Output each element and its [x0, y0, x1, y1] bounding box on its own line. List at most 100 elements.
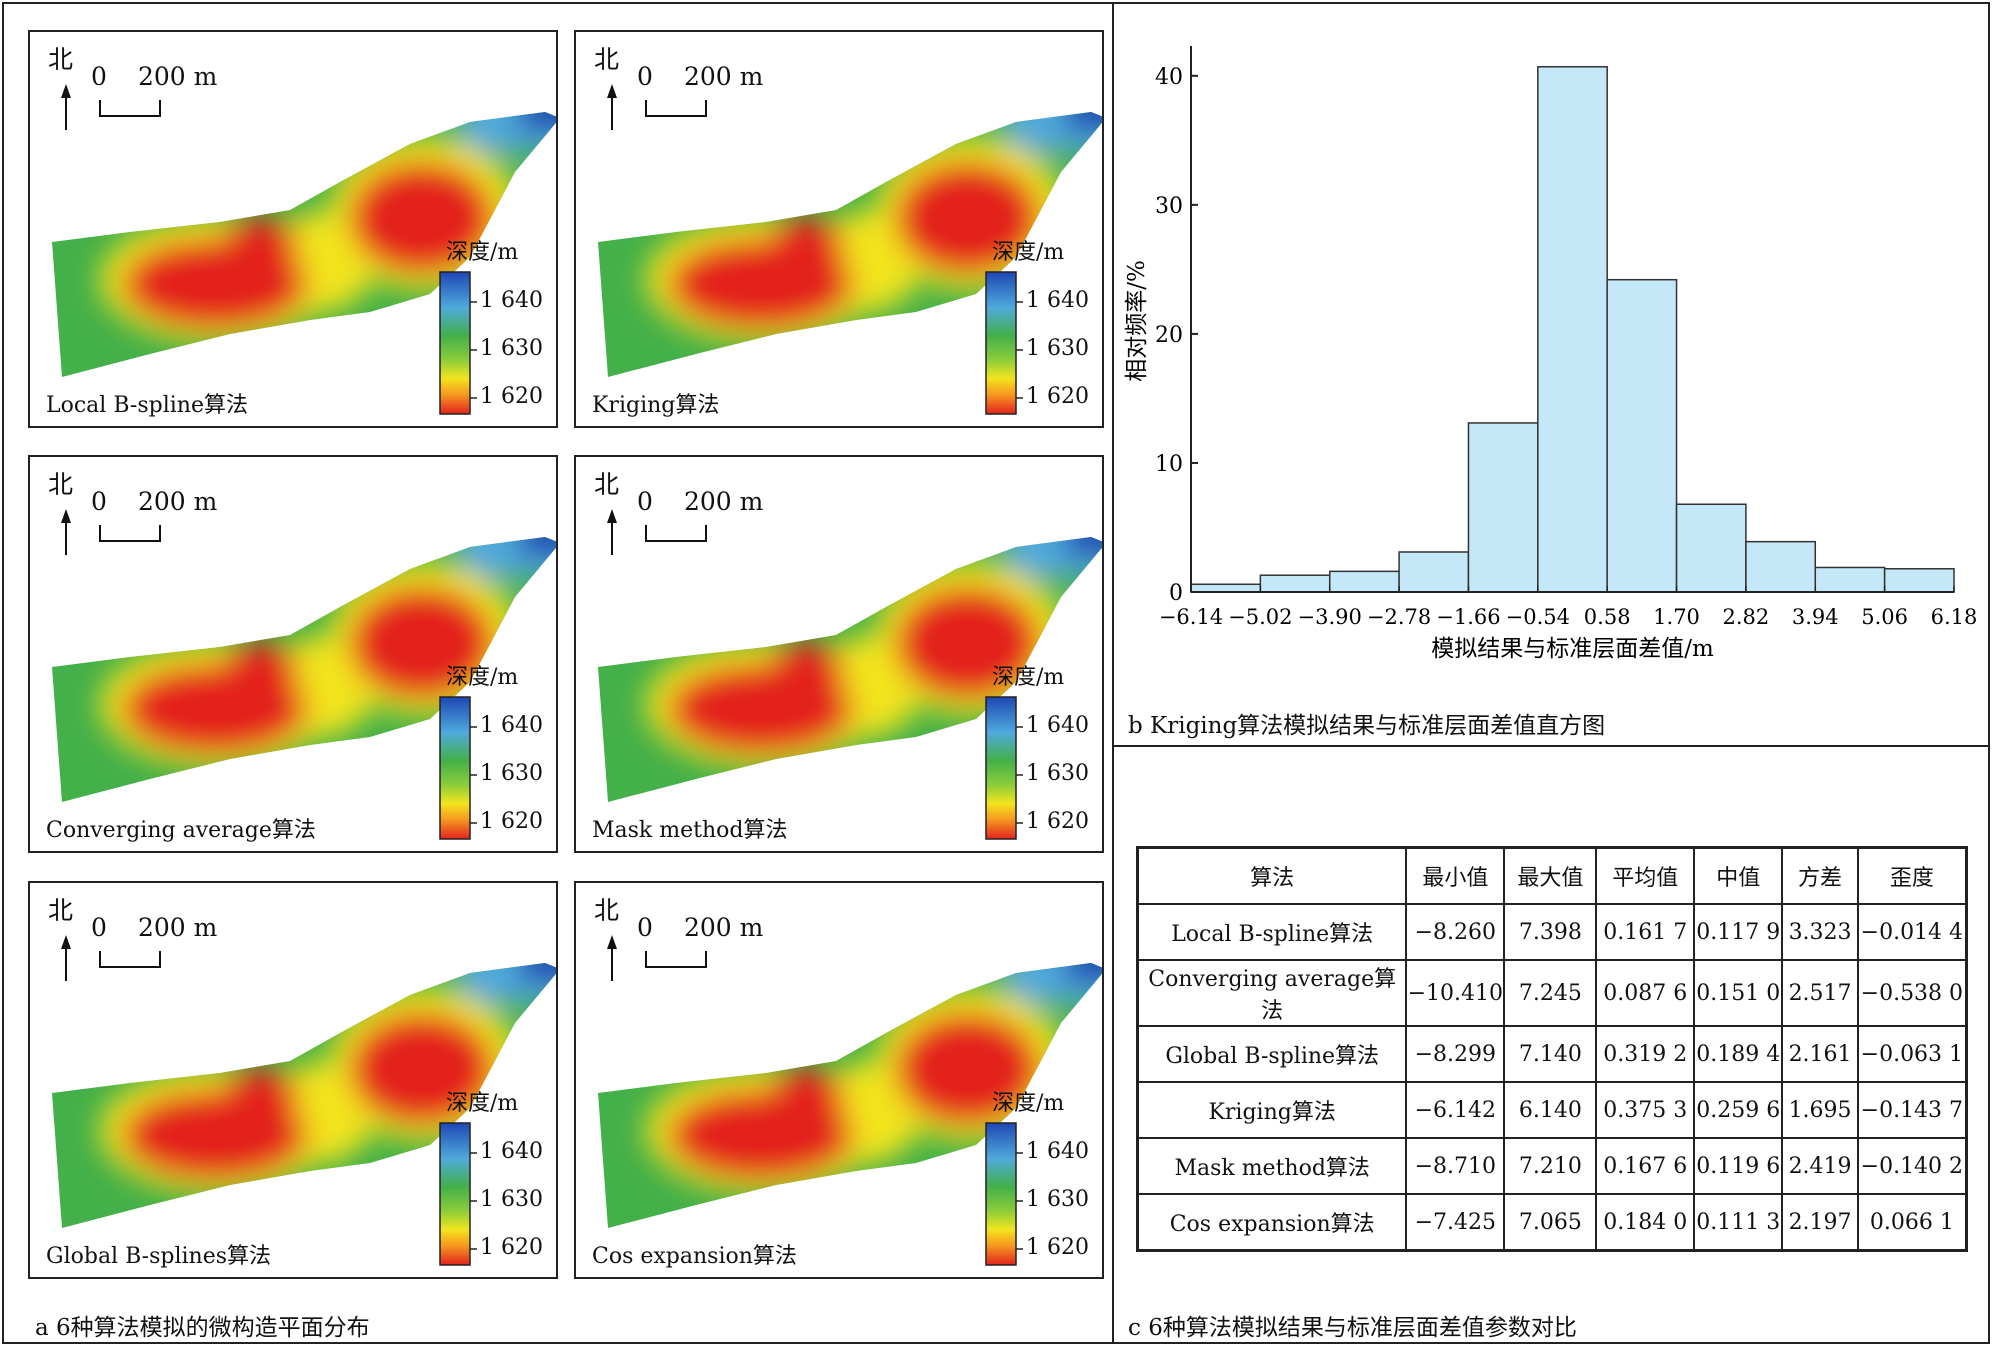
- table-cell: 2.161: [1781, 1025, 1859, 1083]
- legend-tick-label: 1 630: [1026, 761, 1089, 786]
- north-arrow-head: [607, 84, 617, 98]
- histogram-bar: [1883, 568, 1955, 593]
- scale-bar: [645, 100, 707, 117]
- scale-bar: [645, 951, 707, 968]
- x-tick-label: −2.78: [1367, 605, 1431, 629]
- histogram-bar: [1814, 566, 1886, 593]
- table-cell: Cos expansion算法: [1136, 1193, 1408, 1252]
- table-cell: 0.066 1: [1856, 1193, 1968, 1252]
- stats-body: Local B-spline算法 −8.260 7.398 0.161 7 0.117 …: [1136, 903, 1968, 1252]
- scale-label: 200 m: [138, 913, 218, 942]
- table-row: Global B-spline算法 −8.299 7.140 0.319 2 0.189…: [1136, 1025, 1968, 1083]
- legend-title: 深度/m: [992, 665, 1065, 690]
- surface-map: [598, 509, 1102, 840]
- legend-tick-label: 1 620: [1026, 809, 1089, 834]
- color-legend: [439, 271, 471, 415]
- y-tick-label: 10: [1155, 452, 1183, 477]
- x-tick-label: −1.66: [1436, 605, 1500, 629]
- panel-b-caption: b Kriging算法模拟结果与标准层面差值直方图: [1128, 713, 1606, 739]
- histogram-bar: [1675, 503, 1747, 593]
- legend-tick-label: 1 640: [1026, 288, 1089, 313]
- map-panel: 北 0 200 m 深度/m 1 640 1 630 1 620 Cos expansion算…: [574, 881, 1104, 1279]
- map-panel: 北 0 200 m 深度/m 1 640 1 630 1 620 Mask method算法: [574, 455, 1104, 853]
- table-cell: 0.167 6: [1595, 1137, 1696, 1195]
- legend-tick-label: 1 640: [1026, 713, 1089, 738]
- legend-tick-label: 1 630: [480, 1187, 543, 1212]
- legend-tick-label: 1 640: [480, 713, 543, 738]
- color-legend: [439, 696, 471, 840]
- stats-header-row: 算法 最小值 最大值 平均值 中值 方差 歪度: [1136, 846, 1968, 905]
- y-tick-label: 20: [1155, 323, 1183, 348]
- table-cell: 0.087 6: [1595, 959, 1696, 1027]
- scale-label: 200 m: [138, 62, 218, 91]
- legend-tick-label: 1 620: [480, 1235, 543, 1260]
- north-label: 北: [48, 896, 74, 925]
- surface-map: [598, 935, 1102, 1266]
- north-label: 北: [48, 45, 74, 74]
- scale-bar: [99, 951, 161, 968]
- algorithm-label: Global B-splines算法: [46, 1244, 272, 1269]
- histogram-bar: [1328, 570, 1400, 593]
- color-legend: [439, 1122, 471, 1266]
- scale-label: 200 m: [684, 487, 764, 516]
- legend-tick-label: 1 630: [480, 761, 543, 786]
- map-panel: 北 0 200 m 深度/m 1 640 1 630 1 620 Converging ave…: [28, 455, 558, 853]
- table-cell: 7.065: [1503, 1193, 1598, 1252]
- table-cell: −10.410: [1405, 959, 1506, 1027]
- table-row: Kriging算法 −6.142 6.140 0.375 3 0.259 6 1.695−…: [1136, 1081, 1968, 1139]
- table-cell: 0.189 4: [1693, 1025, 1784, 1083]
- table-cell: 0.375 3: [1595, 1081, 1696, 1139]
- scale-zero: 0: [637, 487, 653, 516]
- legend-tick-label: 1 620: [480, 384, 543, 409]
- y-tick-label: 0: [1169, 581, 1183, 606]
- table-cell: −6.142: [1405, 1081, 1506, 1139]
- surface-map: [52, 935, 556, 1266]
- table-cell: −8.299: [1405, 1025, 1506, 1083]
- table-cell: 0.119 6: [1693, 1137, 1784, 1195]
- table-cell: 2.419: [1781, 1137, 1859, 1195]
- color-legend: [985, 1122, 1017, 1266]
- table-cell: −0.538 0: [1856, 959, 1968, 1027]
- map-panel: 北 0 200 m 深度/m 1 640 1 630 1 620 Local B-spline…: [28, 30, 558, 428]
- legend-tick-label: 1 630: [480, 336, 543, 361]
- horizontal-divider: [1112, 745, 1990, 747]
- table-cell: 0.117 9: [1693, 903, 1784, 961]
- histogram-bar: [1606, 278, 1678, 593]
- legend-tick-label: 1 620: [1026, 384, 1089, 409]
- table-cell: Kriging算法: [1136, 1081, 1408, 1139]
- x-tick-label: 1.70: [1653, 605, 1700, 629]
- x-tick-label: −5.02: [1228, 605, 1292, 629]
- histogram-bar: [1467, 422, 1539, 593]
- scale-label: 200 m: [138, 487, 218, 516]
- scale-label: 200 m: [684, 913, 764, 942]
- north-arrow-head: [61, 935, 71, 949]
- map-panel: 北 0 200 m 深度/m 1 640 1 630 1 620 Kriging算法: [574, 30, 1104, 428]
- scale-zero: 0: [637, 913, 653, 942]
- table-cell: −8.710: [1405, 1137, 1506, 1195]
- table-row: Local B-spline算法 −8.260 7.398 0.161 7 0.117 …: [1136, 903, 1968, 961]
- table-cell: Global B-spline算法: [1136, 1025, 1408, 1083]
- table-cell: −0.063 1: [1856, 1025, 1968, 1083]
- x-tick-label: −3.90: [1298, 605, 1362, 629]
- table-cell: 2.197: [1781, 1193, 1859, 1252]
- histogram-chart: 0 10 20 30 40 −6.14 −5.02 −3.90 −2.78 −1.66 −0.54 0…: [1124, 46, 1978, 662]
- north-label: 北: [48, 470, 74, 499]
- x-axis-label: 模拟结果与标准层面差值/m: [1431, 636, 1714, 662]
- histogram-bar: [1259, 574, 1331, 593]
- legend-tick-label: 1 630: [1026, 1187, 1089, 1212]
- y-tick-label: 40: [1155, 65, 1183, 90]
- table-cell: −8.260: [1405, 903, 1506, 961]
- y-axis-label: 相对频率/%: [1124, 260, 1150, 382]
- algorithm-label: Kriging算法: [592, 393, 720, 418]
- legend-title: 深度/m: [446, 665, 519, 690]
- table-cell: 6.140: [1503, 1081, 1598, 1139]
- x-tick-label: 0.58: [1584, 605, 1631, 629]
- surface-map: [52, 509, 556, 840]
- table-cell: 3.323: [1781, 903, 1859, 961]
- x-tick-label: 6.18: [1931, 605, 1978, 629]
- table-cell: Mask method算法: [1136, 1137, 1408, 1195]
- histogram-bar: [1398, 551, 1470, 593]
- panel-c-caption: c 6种算法模拟结果与标准层面差值参数对比: [1128, 1315, 1577, 1341]
